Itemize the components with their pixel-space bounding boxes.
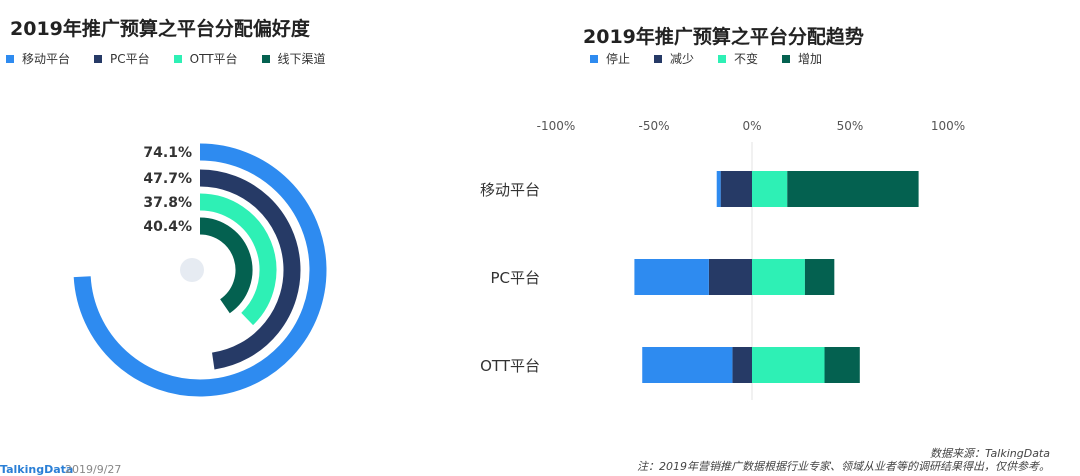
preference-legend-item: 线下渠道 bbox=[261, 50, 326, 67]
trend-legend-item: 不变 bbox=[718, 50, 758, 67]
bar-segment-unchanged bbox=[752, 171, 788, 207]
radial-value-label: 74.1% bbox=[143, 145, 192, 161]
center-watermark-icon bbox=[180, 258, 204, 282]
bar-segment-unchanged bbox=[752, 347, 825, 383]
legend-swatch bbox=[590, 54, 598, 63]
legend-swatch bbox=[782, 54, 791, 63]
radial-bar-2 bbox=[199, 193, 277, 326]
bar-segment-stop bbox=[642, 347, 733, 383]
legend-swatch bbox=[6, 54, 14, 63]
legend-label: OTT平台 bbox=[189, 52, 238, 66]
bar-segment-stop bbox=[634, 259, 709, 295]
report-date: 2019/9/27 bbox=[65, 463, 122, 476]
legend-swatch bbox=[173, 54, 182, 63]
legend-label: 减少 bbox=[670, 52, 695, 66]
preference-legend: 移动平台 PC平台 OTT平台 线下渠道 bbox=[6, 50, 350, 67]
brand-logo: TalkingData bbox=[0, 463, 74, 476]
radial-value-label: 40.4% bbox=[143, 219, 192, 235]
bar-segment-increase bbox=[787, 171, 919, 207]
radial-value-label: 37.8% bbox=[143, 195, 192, 211]
legend-label: 不变 bbox=[734, 52, 759, 66]
category-label: OTT平台 bbox=[480, 357, 540, 375]
legend-label: 移动平台 bbox=[22, 52, 71, 66]
preference-legend-item: OTT平台 bbox=[173, 50, 238, 67]
bar-segment-increase bbox=[824, 347, 860, 383]
bar-segment-decrease bbox=[708, 259, 752, 295]
trend-legend: 停止 减少 不变 增加 bbox=[590, 50, 846, 67]
footnote: 注：2019年营销推广数据根据行业专家、领域从业者等的调研结果得出，仅供参考。 bbox=[637, 460, 1050, 473]
trend-legend-item: 减少 bbox=[654, 50, 694, 67]
category-label: 移动平台 bbox=[480, 181, 540, 199]
legend-label: 线下渠道 bbox=[277, 52, 326, 66]
x-tick-label: 100% bbox=[931, 119, 965, 133]
bar-segment-unchanged bbox=[752, 259, 805, 295]
bar-segment-increase bbox=[804, 259, 835, 295]
bar-segment-stop bbox=[716, 171, 721, 207]
radial-bar-3 bbox=[199, 217, 253, 314]
preference-legend-item: 移动平台 bbox=[6, 50, 70, 67]
radial-bar-0 bbox=[73, 143, 327, 397]
legend-label: 增加 bbox=[798, 52, 823, 66]
legend-swatch bbox=[261, 54, 270, 63]
category-label: PC平台 bbox=[490, 269, 540, 287]
data-source: 数据来源：TalkingData bbox=[929, 447, 1050, 460]
preference-legend-item: PC平台 bbox=[94, 50, 150, 67]
x-tick-label: 50% bbox=[837, 119, 864, 133]
trend-legend-item: 停止 bbox=[590, 50, 630, 67]
radial-bar-1 bbox=[199, 169, 301, 370]
bar-segment-decrease bbox=[720, 171, 752, 207]
bar-segment-decrease bbox=[732, 347, 752, 383]
legend-swatch bbox=[718, 54, 727, 63]
legend-label: 停止 bbox=[606, 52, 631, 66]
trend-chart-title: 2019年推广预算之平台分配趋势 bbox=[583, 26, 864, 48]
radial-value-label: 47.7% bbox=[143, 171, 192, 187]
legend-label: PC平台 bbox=[110, 52, 150, 66]
legend-swatch bbox=[654, 54, 663, 63]
x-tick-label: -50% bbox=[638, 119, 669, 133]
x-tick-label: 0% bbox=[742, 119, 761, 133]
trend-legend-item: 增加 bbox=[782, 50, 822, 67]
legend-swatch bbox=[94, 54, 103, 63]
preference-chart-title: 2019年推广预算之平台分配偏好度 bbox=[10, 18, 310, 40]
x-tick-label: -100% bbox=[537, 119, 576, 133]
